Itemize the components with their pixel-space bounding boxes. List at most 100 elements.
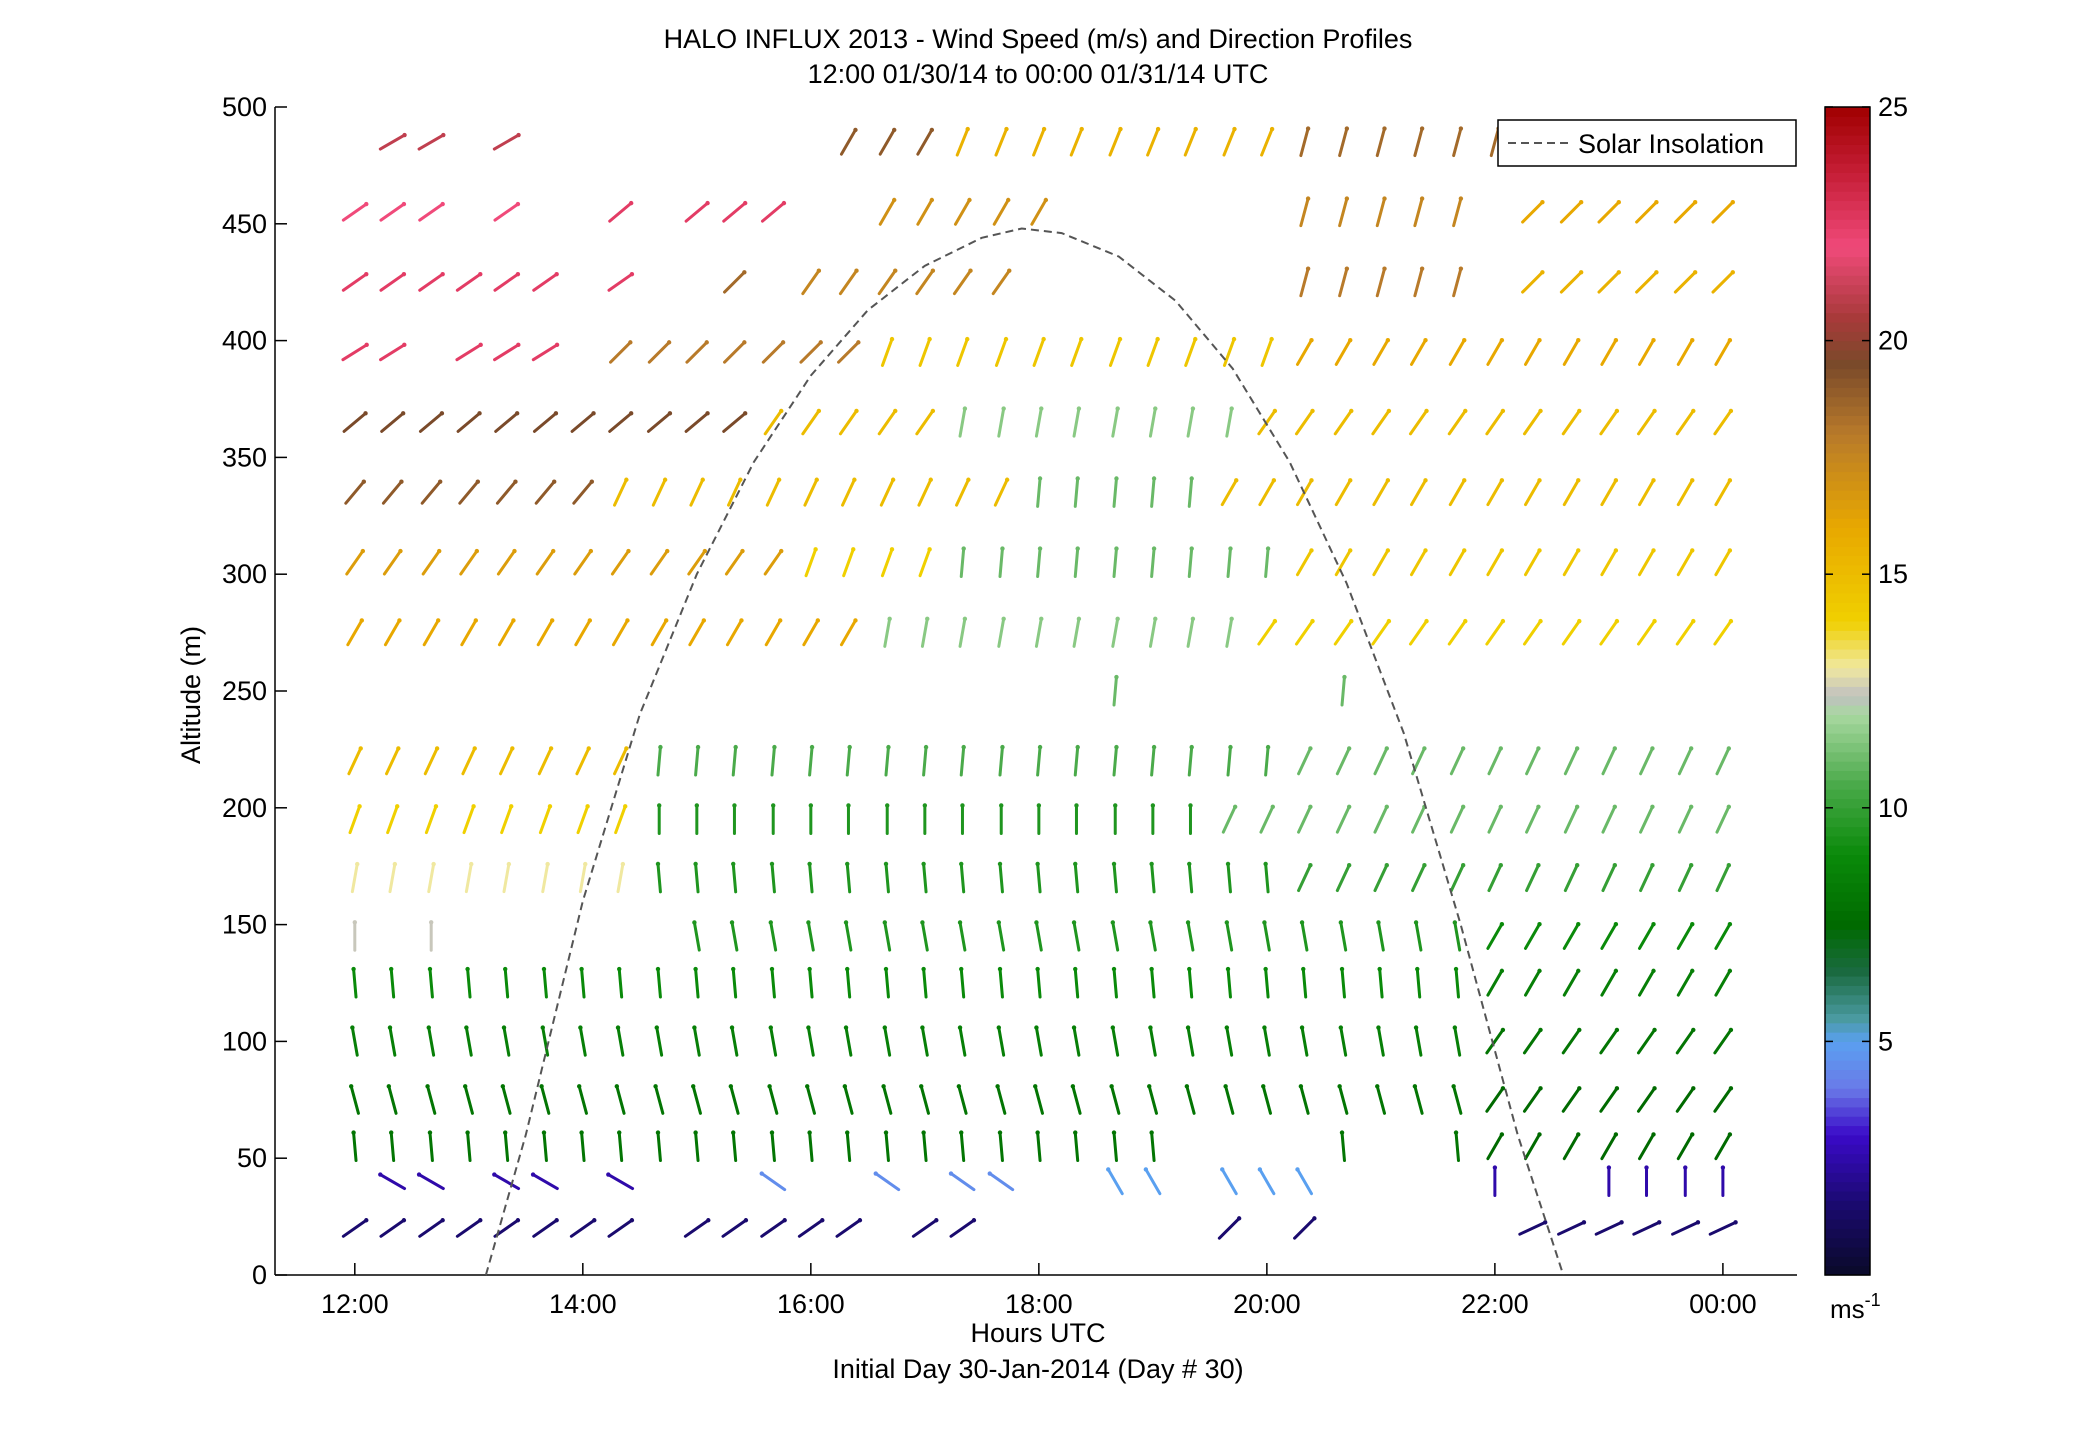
wind-barb [1033,1084,1044,1115]
wind-barb-head [592,1218,597,1223]
wind-barb [684,200,710,223]
colorbar-segment [1825,368,1870,379]
wind-barb-shaft [531,343,559,362]
wind-barb-shaft [388,1026,397,1057]
wind-barb [728,1084,740,1115]
wind-barb [1600,337,1619,366]
wind-barb [347,746,363,776]
wind-barb [424,804,439,835]
wind-barb [1373,746,1389,776]
wind-barb [884,744,891,777]
wind-barb-shaft [694,967,700,999]
wind-barb [1146,126,1161,157]
wind-barb-head [1035,1130,1040,1135]
wind-barb [1676,548,1695,577]
wind-barb-shaft [1409,338,1427,366]
wind-barb [1675,1027,1696,1055]
wind-barb-head [1073,861,1078,867]
wind-barb-head [624,746,629,751]
wind-barb [877,408,898,436]
wind-barb-head [617,966,622,972]
wind-barb-head [1075,546,1080,551]
wind-barb-shaft [922,745,928,777]
wind-barb [1713,618,1734,646]
wind-barb-shaft [918,547,932,578]
wind-barb [1293,1216,1317,1240]
wind-barb-shaft [1600,338,1618,366]
wind-barb-shaft [1562,922,1580,950]
wind-barb-head [921,1130,926,1135]
wind-barb-shaft [1071,1084,1082,1115]
wind-barb-shaft [1339,920,1348,952]
wind-barb [610,548,631,576]
wind-barb [541,966,548,999]
wind-barb [1524,337,1542,366]
wind-barb-head [923,744,929,750]
wind-barb [845,744,852,777]
wind-barb [957,920,967,952]
colorbar-segment [1825,611,1870,622]
wind-barb [1264,546,1271,578]
wind-barb [493,271,521,292]
wind-barb [1486,1132,1505,1161]
wind-barb [1486,548,1505,577]
colorbar-segment [1825,705,1870,715]
wind-barb-shaft [723,270,746,294]
wind-barb-head [1269,336,1274,342]
wind-barb-head [579,1130,584,1135]
wind-barb-shaft [1448,548,1466,577]
wind-barb-head [1577,1027,1582,1033]
wind-barb [655,966,662,999]
wind-barb [608,411,634,433]
wind-barb-shaft [428,1131,434,1162]
wind-barb [1636,618,1657,646]
wind-barb-head [1656,1220,1662,1225]
wind-barb-head [428,920,434,925]
wind-barb [494,411,520,433]
wind-barb-head [514,411,520,416]
wind-barb-shaft [613,478,628,507]
wind-barb-shaft [1521,200,1544,224]
wind-barb [576,804,590,835]
wind-barb-shaft [683,1218,710,1238]
wind-barb [1413,126,1425,158]
wind-barb [1600,548,1619,577]
wind-barb [1561,408,1582,436]
wind-barb-head [1536,746,1541,751]
wind-barb [1708,1220,1738,1236]
wind-barb-head [1147,1084,1152,1089]
wind-barb-head [1110,920,1116,925]
wind-barb-shaft [1713,619,1733,646]
wind-barb-shaft [1150,967,1156,999]
wind-barb-head [782,1218,787,1223]
wind-barb [1711,200,1735,224]
wind-barb-head [889,547,895,552]
wind-barb-shaft [389,1131,396,1162]
wind-barb-head [427,1130,433,1135]
wind-barb [1225,966,1232,999]
wind-barb [1299,196,1311,228]
plot-frame [275,107,1797,1275]
wind-barb [428,920,434,952]
wind-barb-shaft [1414,920,1423,952]
wind-barb [1522,1086,1543,1113]
wind-barb [842,547,856,578]
wind-barb-shaft [1225,407,1234,438]
wind-barb [958,406,968,438]
wind-barb [1492,1165,1498,1198]
wind-barb [1071,1025,1081,1057]
wind-barb [959,966,966,999]
wind-barb-head [1538,1027,1543,1033]
wind-barb [1448,548,1467,577]
wind-barb-head [1118,126,1123,132]
wind-barb [843,1025,853,1057]
colorbar-segment [1825,1237,1870,1248]
wind-barb-head [1073,966,1078,972]
wind-barb-shaft [1715,746,1731,776]
wind-barb [1525,804,1541,834]
wind-barb [464,1025,473,1057]
wind-barb [1334,548,1353,577]
wind-barb-head [732,803,737,808]
wind-barb-shaft [1225,617,1234,648]
wind-barb-head [971,1218,977,1223]
